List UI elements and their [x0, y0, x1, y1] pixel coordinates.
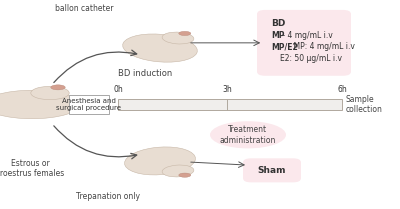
Text: Insertions and
insufflation of
ballon catheter: Insertions and insufflation of ballon ca… [55, 0, 113, 13]
Text: MP: MP [271, 31, 284, 40]
Ellipse shape [162, 32, 194, 44]
FancyBboxPatch shape [69, 95, 108, 114]
Text: - MP: 4 mg/mL i.v: - MP: 4 mg/mL i.v [286, 42, 355, 51]
Text: MP/E2: MP/E2 [271, 42, 298, 51]
Text: Sample
collection: Sample collection [346, 95, 383, 114]
Ellipse shape [31, 86, 69, 100]
Ellipse shape [51, 85, 65, 90]
Text: 3h: 3h [222, 84, 232, 94]
Text: Sham: Sham [258, 166, 286, 175]
Ellipse shape [210, 121, 286, 148]
Text: Estrous or
proestrus females: Estrous or proestrus females [0, 159, 65, 178]
Text: - 4 mg/mL i.v: - 4 mg/mL i.v [280, 31, 332, 40]
Ellipse shape [179, 31, 191, 36]
Text: Treatment
administration: Treatment administration [220, 125, 276, 144]
Text: Trepanation only: Trepanation only [76, 192, 140, 201]
Ellipse shape [123, 34, 197, 62]
Ellipse shape [0, 90, 80, 119]
Text: BD induction: BD induction [118, 69, 172, 78]
FancyBboxPatch shape [243, 158, 301, 182]
Ellipse shape [124, 147, 196, 175]
Text: E2: 50 μg/mL i.v: E2: 50 μg/mL i.v [280, 54, 342, 63]
FancyBboxPatch shape [118, 99, 342, 110]
Text: Anesthesia and
surgical procedure: Anesthesia and surgical procedure [56, 98, 121, 111]
Text: 6h: 6h [337, 84, 347, 94]
FancyBboxPatch shape [257, 10, 351, 76]
Text: 0h: 0h [113, 84, 123, 94]
Ellipse shape [162, 165, 194, 177]
Ellipse shape [179, 173, 191, 177]
Text: BD: BD [271, 19, 285, 28]
